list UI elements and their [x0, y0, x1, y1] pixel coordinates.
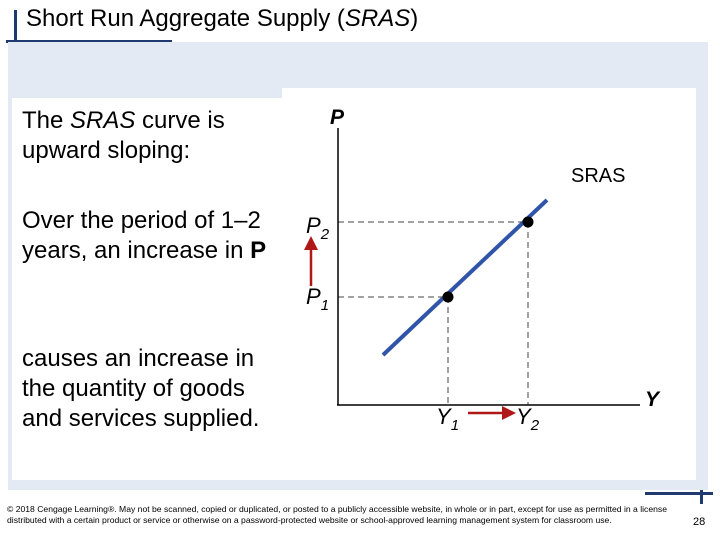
footer-bar-decoration — [645, 492, 713, 495]
sras-label: SRAS — [571, 165, 625, 187]
copyright-footer: © 2018 Cengage Learning®. May not be sca… — [7, 504, 667, 525]
result-paragraph: causes an increase in the quantity of go… — [22, 345, 260, 432]
y1-label: Y1 — [436, 404, 459, 434]
y-axis-label: P — [330, 106, 345, 129]
page-number: 28 — [693, 516, 706, 528]
y2-label: Y2 — [516, 404, 540, 434]
point-marker-icon — [442, 291, 454, 303]
graph-area — [282, 88, 696, 480]
title-vertical-decoration — [14, 10, 17, 50]
p2-label: P2 — [306, 213, 330, 243]
x-axis-label: Y — [645, 388, 661, 411]
slide-title: Short Run Aggregate Supply (SRAS) — [26, 5, 419, 32]
period-paragraph: Over the period of 1–2 years, an increas… — [22, 207, 267, 264]
text-column — [12, 98, 282, 480]
right-arrow-head — [502, 406, 516, 420]
point-marker-icon — [522, 216, 534, 228]
title-bar-decoration — [6, 40, 172, 43]
intro-paragraph: The SRAS curve is upward sloping: — [22, 107, 225, 164]
sras-curve — [381, 198, 549, 357]
up-arrow-head — [304, 236, 318, 250]
p1-label: P1 — [306, 284, 329, 314]
